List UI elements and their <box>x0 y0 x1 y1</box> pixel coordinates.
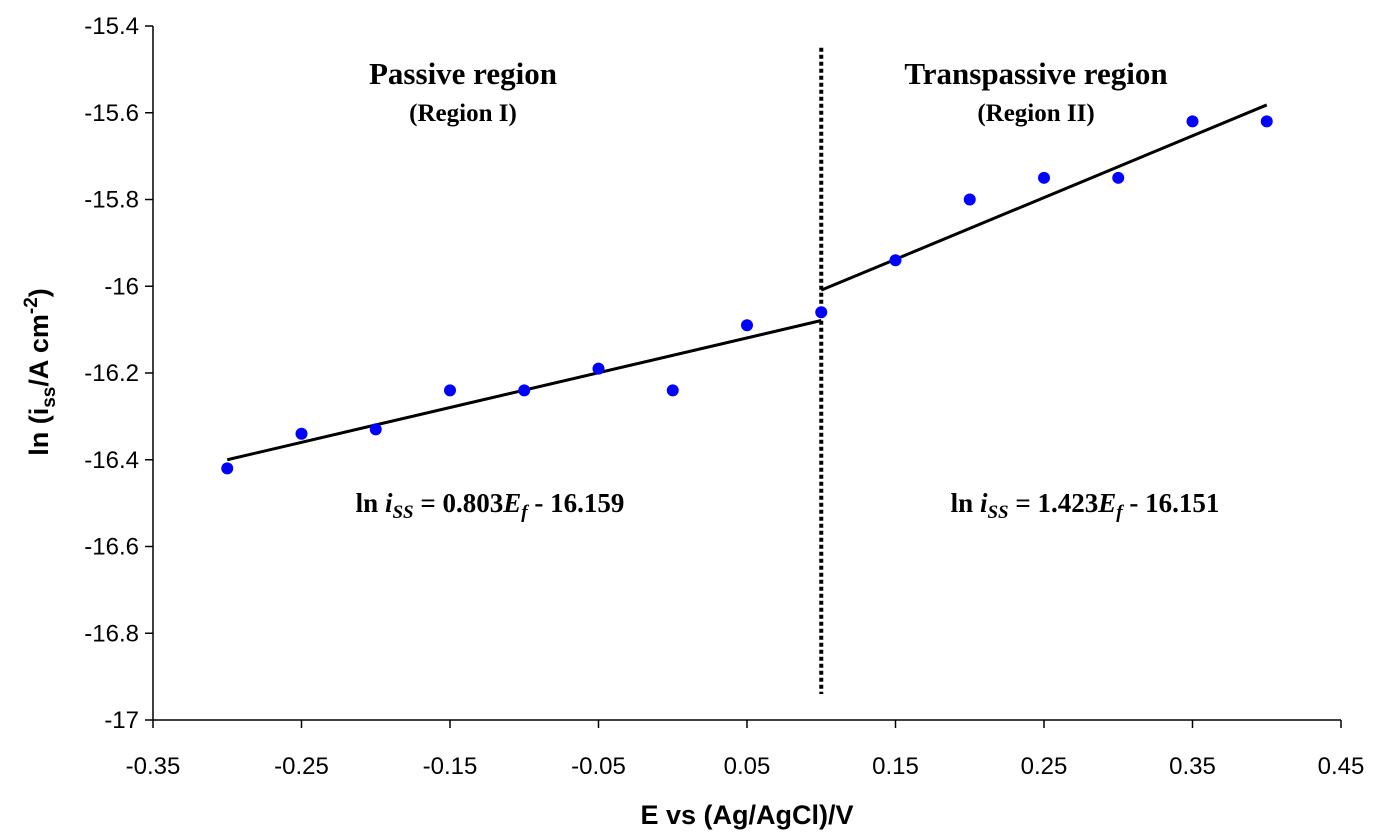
x-tick-label: 0.05 <box>724 753 771 780</box>
annotation: Passive region <box>369 56 557 91</box>
annotation: (Region II) <box>977 100 1094 127</box>
eq-part: - 16.159 <box>528 488 625 518</box>
point <box>741 319 753 332</box>
point <box>1112 171 1125 184</box>
x-tick-label: -0.25 <box>274 753 329 780</box>
y-title-part: -2 <box>21 297 42 314</box>
point <box>369 423 382 436</box>
eq-part: ln <box>356 488 385 518</box>
y-tick-label: -16.8 <box>84 620 139 647</box>
x-tick-label: 0.15 <box>872 753 919 780</box>
y-tick-label: -17 <box>104 707 139 734</box>
y-tick-label: -16.4 <box>84 447 139 474</box>
point <box>444 384 456 397</box>
equation: ln iSS = 0.803Ef - 16.159 <box>356 488 625 523</box>
x-tick-label: 0.45 <box>1318 753 1365 780</box>
y-tick-label: -16.2 <box>84 360 139 387</box>
point <box>1260 115 1273 128</box>
eq-part: SS <box>987 502 1008 523</box>
eq-part: ln <box>951 488 980 518</box>
x-tick-label: 0.35 <box>1169 753 1216 780</box>
fit-line <box>820 103 1268 292</box>
eq-part: i <box>980 488 988 518</box>
annotation: Transpassive region <box>904 56 1167 91</box>
x-tick-label: -0.05 <box>571 753 626 780</box>
y-title-part: ln (i <box>24 408 54 456</box>
point <box>1038 171 1050 184</box>
point <box>518 384 531 397</box>
eq-part: E <box>1097 488 1116 518</box>
eq-part: = 0.803 <box>414 488 504 518</box>
point <box>963 193 976 206</box>
point <box>666 384 679 397</box>
x-axis-title: E vs (Ag/AgCl)/V <box>640 800 853 830</box>
x-tick-label: -0.15 <box>423 753 478 780</box>
x-tick-label: 0.25 <box>1021 753 1068 780</box>
equation: ln iSS = 1.423Ef - 16.151 <box>951 488 1220 523</box>
y-axis-title: ln (iss/A cm-2) <box>21 288 60 456</box>
eq-part: i <box>385 488 393 518</box>
point <box>592 362 605 375</box>
y-tick-label: -15.6 <box>84 100 139 127</box>
eq-part: - 16.151 <box>1123 488 1220 518</box>
y-title-part: ) <box>24 288 54 297</box>
eq-part: E <box>502 488 521 518</box>
point <box>221 462 234 475</box>
y-tick-label: -15.4 <box>84 13 139 40</box>
point <box>295 427 308 440</box>
eq-part: f <box>1116 502 1124 523</box>
annotation: (Region I) <box>409 100 517 127</box>
y-tick-label: -15.8 <box>84 187 139 214</box>
point <box>815 306 828 319</box>
y-tick-label: -16.6 <box>84 534 139 561</box>
eq-part: f <box>521 502 529 523</box>
eq-part: = 1.423 <box>1009 488 1099 518</box>
eq-part: SS <box>392 502 413 523</box>
y-tick-label: -16 <box>104 273 139 300</box>
y-title-part: ss <box>39 387 60 408</box>
point <box>1186 115 1199 128</box>
y-title-part: /A cm <box>24 314 54 387</box>
x-tick-label: -0.35 <box>126 753 181 780</box>
point <box>889 254 902 267</box>
